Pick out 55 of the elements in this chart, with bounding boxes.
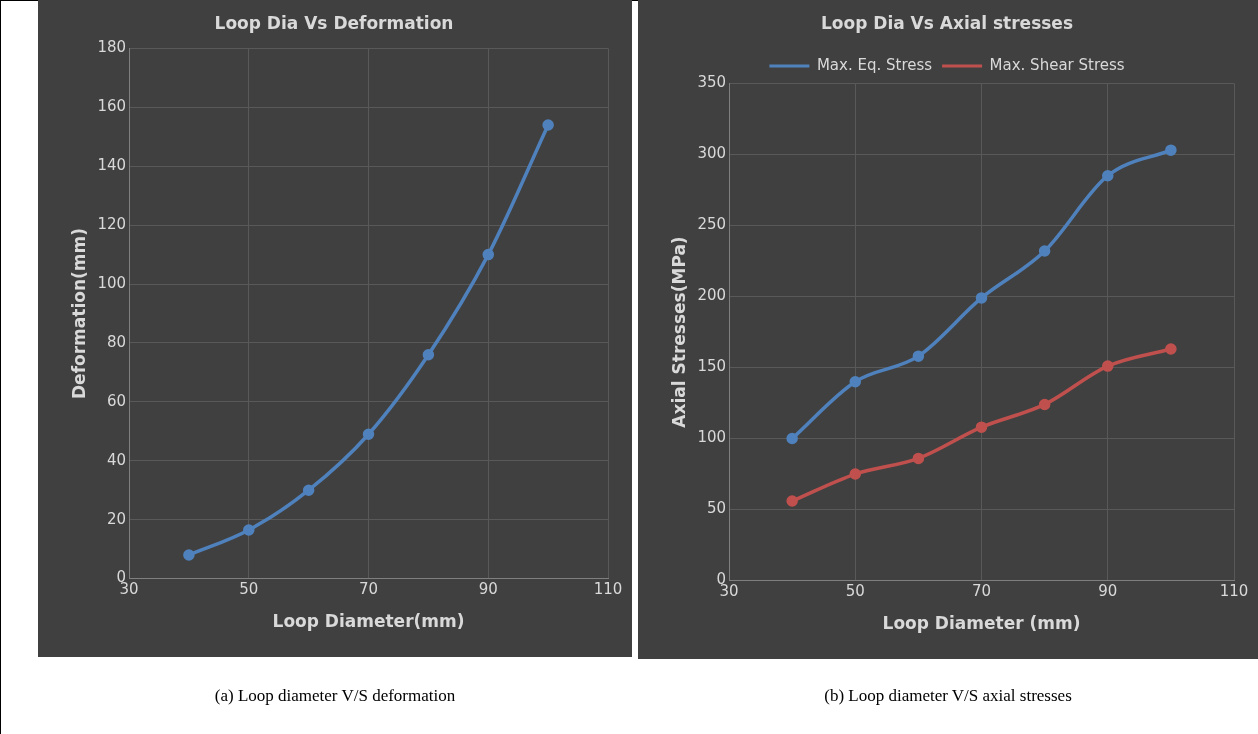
y-tick-label: 350 [697,73,727,92]
point [912,350,925,362]
y-tick-label: 160 [97,97,127,116]
x-tick-label: 50 [845,582,865,601]
point [243,524,255,536]
x-tick-label: 70 [971,582,992,601]
x-axis-title: Loop Diameter (mm) [882,613,1081,634]
point [849,375,862,388]
point [786,432,798,445]
point [1038,245,1051,257]
y-tick-label: 150 [697,357,727,376]
point [786,495,798,507]
y-tick-label: 100 [97,273,127,292]
legend-label: Max. Eq. Stress [816,55,933,74]
point [1102,360,1114,372]
point [975,421,988,433]
y-tick-label: 180 [97,38,127,57]
point [1102,169,1114,182]
point [1165,343,1177,355]
point [183,549,195,561]
y-tick-label: 250 [697,215,727,234]
point [1038,398,1051,411]
point [849,468,862,480]
y-axis-title: Axial Stresses(MPa) [668,236,689,428]
y-tick-label: 100 [697,428,727,447]
chart-title: Loop Dia Vs Axial stresses [820,12,1074,33]
x-tick-label: 50 [239,580,259,599]
x-tick-label: 90 [478,580,498,599]
point [482,248,495,261]
x-tick-label: 70 [358,580,379,599]
point [1165,144,1177,156]
x-axis-title: Loop Diameter(mm) [272,611,465,632]
y-tick-label: 50 [706,499,727,518]
legend-label: Max. Shear Stress [989,55,1125,74]
y-tick-label: 120 [97,215,127,234]
point [302,484,315,496]
point [542,119,554,131]
point [422,348,435,361]
y-tick-label: 60 [106,391,127,410]
y-tick-label: 20 [106,509,127,528]
y-tick-label: 80 [106,332,127,351]
y-tick-label: 200 [697,286,727,305]
text: (a) Loop diameter V/S deformation [213,686,457,706]
point [912,452,925,465]
x-tick-label: 110 [593,580,623,599]
point [362,428,375,441]
y-tick-label: 40 [106,450,127,469]
x-tick-label: 90 [1098,582,1118,601]
point [975,292,988,304]
y-tick-label: 140 [97,156,127,175]
chart-title: Loop Dia Vs Deformation [214,12,454,33]
text: (b) Loop diameter V/S axial stresses [823,686,1073,706]
y-tick-label: 300 [697,144,727,163]
y-axis-title: Deformation(mm) [68,228,89,399]
x-tick-label: 110 [1219,582,1249,601]
